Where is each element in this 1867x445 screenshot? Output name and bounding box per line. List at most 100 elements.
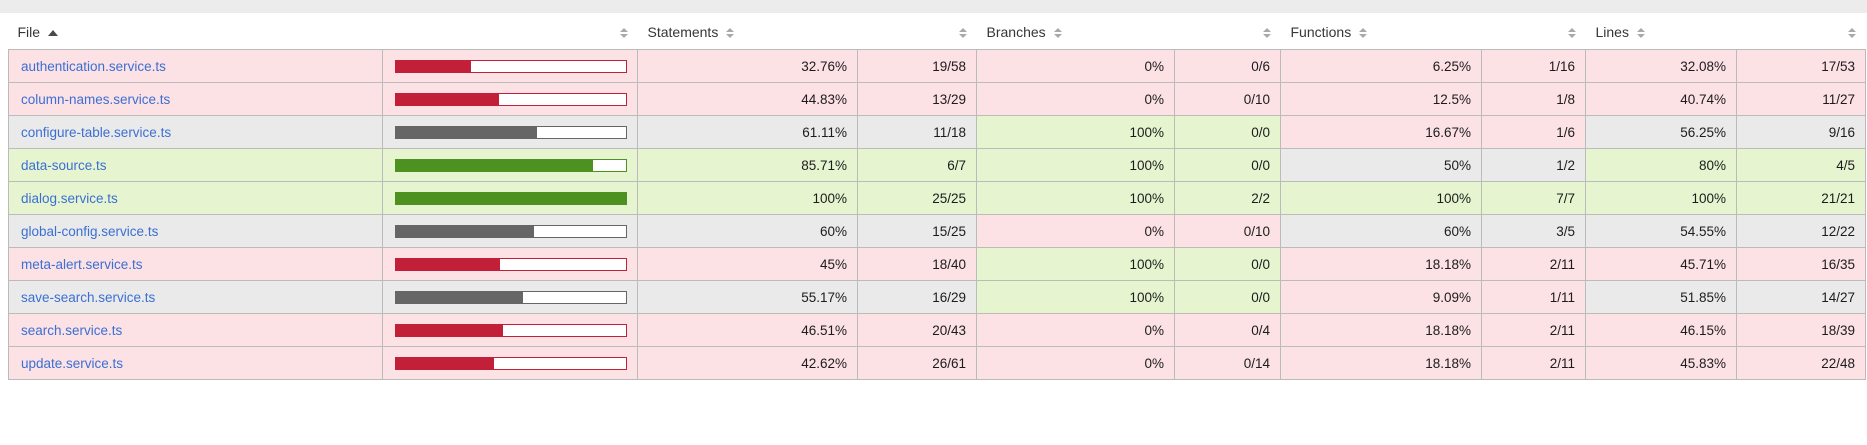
column-header-functions[interactable]: Functions — [1280, 15, 1482, 50]
table-row: authentication.service.ts 32.76% 19/58 0% 0/… — [8, 49, 1866, 83]
statements-ratio-cell: 25/25 — [857, 181, 977, 215]
file-cell: meta-alert.service.ts — [8, 247, 383, 281]
lines-ratio-cell: 4/5 — [1736, 148, 1866, 182]
statements-ratio-cell: 6/7 — [857, 148, 977, 182]
coverage-bar-cell — [382, 313, 638, 347]
lines-ratio-cell: 22/48 — [1736, 346, 1866, 380]
functions-pct-cell: 12.5% — [1280, 82, 1482, 116]
column-header-bar-sorter[interactable] — [382, 15, 638, 50]
sort-toggle-icon[interactable] — [1262, 28, 1271, 39]
file-cell: authentication.service.ts — [8, 49, 383, 83]
file-link[interactable]: update.service.ts — [21, 355, 124, 371]
table-row: meta-alert.service.ts 45% 18/40 100% 0/0 18.1… — [8, 247, 1866, 281]
column-header-file-label: File — [17, 24, 41, 40]
coverage-bar-empty — [499, 258, 626, 270]
coverage-bar — [395, 158, 627, 172]
branches-ratio-cell: 0/4 — [1174, 313, 1281, 347]
lines-ratio-cell: 9/16 — [1736, 115, 1866, 149]
lines-ratio-cell: 16/35 — [1736, 247, 1866, 281]
column-header-functions-raw-sorter[interactable] — [1481, 15, 1586, 50]
file-link[interactable]: column-names.service.ts — [21, 91, 171, 107]
file-link[interactable]: dialog.service.ts — [21, 190, 118, 206]
coverage-bar-empty — [534, 225, 626, 237]
functions-pct-cell: 50% — [1280, 148, 1482, 182]
branches-ratio-cell: 2/2 — [1174, 181, 1281, 215]
column-header-lines[interactable]: Lines — [1585, 15, 1737, 50]
functions-pct-cell: 60% — [1280, 214, 1482, 248]
file-link[interactable]: global-config.service.ts — [21, 223, 159, 239]
sort-toggle-icon[interactable] — [1567, 28, 1576, 39]
lines-pct-cell: 54.55% — [1585, 214, 1737, 248]
file-link[interactable]: meta-alert.service.ts — [21, 256, 143, 272]
sort-toggle-icon[interactable] — [1359, 28, 1368, 39]
coverage-bar — [395, 59, 627, 73]
statements-pct-cell: 44.83% — [637, 82, 858, 116]
coverage-bar-fill — [396, 258, 500, 270]
lines-pct-cell: 45.83% — [1585, 346, 1737, 380]
file-link[interactable]: search.service.ts — [21, 322, 123, 338]
coverage-bar — [395, 92, 627, 106]
functions-pct-cell: 6.25% — [1280, 49, 1482, 83]
statements-pct-cell: 45% — [637, 247, 858, 281]
coverage-bar-cell — [382, 280, 638, 314]
coverage-bar-empty — [522, 291, 626, 303]
functions-ratio-cell: 2/11 — [1481, 346, 1586, 380]
functions-pct-cell: 9.09% — [1280, 280, 1482, 314]
sort-toggle-icon[interactable] — [1053, 28, 1062, 39]
coverage-bar-empty — [494, 357, 626, 369]
coverage-summary-table: File Statements Branches Functions — [8, 15, 1866, 380]
coverage-bar-fill — [396, 60, 472, 72]
lines-pct-cell: 80% — [1585, 148, 1737, 182]
lines-pct-cell: 100% — [1585, 181, 1737, 215]
coverage-bar-fill — [396, 357, 495, 369]
functions-ratio-cell: 2/11 — [1481, 247, 1586, 281]
branches-ratio-cell: 0/0 — [1174, 148, 1281, 182]
column-header-branches-raw-sorter[interactable] — [1174, 15, 1281, 50]
column-header-branches[interactable]: Branches — [976, 15, 1175, 50]
sort-toggle-icon[interactable] — [1636, 28, 1645, 39]
statements-ratio-cell: 15/25 — [857, 214, 977, 248]
coverage-bar-cell — [382, 346, 638, 380]
column-header-statements-raw-sorter[interactable] — [857, 15, 977, 50]
sort-toggle-icon[interactable] — [726, 28, 735, 39]
branches-ratio-cell: 0/14 — [1174, 346, 1281, 380]
file-cell: update.service.ts — [8, 346, 383, 380]
sort-toggle-icon[interactable] — [958, 28, 967, 39]
file-link[interactable]: authentication.service.ts — [21, 58, 166, 74]
statements-pct-cell: 100% — [637, 181, 858, 215]
column-header-statements[interactable]: Statements — [637, 15, 858, 50]
file-link[interactable]: data-source.ts — [21, 157, 107, 173]
coverage-bar-cell — [382, 247, 638, 281]
functions-pct-cell: 18.18% — [1280, 247, 1482, 281]
coverage-bar-empty — [499, 93, 626, 105]
coverage-bar — [395, 290, 627, 304]
column-header-lines-raw-sorter[interactable] — [1736, 15, 1866, 50]
column-header-lines-label: Lines — [1595, 24, 1629, 40]
file-link[interactable]: save-search.service.ts — [21, 289, 156, 305]
column-header-statements-label: Statements — [647, 24, 719, 40]
file-cell: configure-table.service.ts — [8, 115, 383, 149]
statements-pct-cell: 55.17% — [637, 280, 858, 314]
branches-pct-cell: 0% — [976, 49, 1175, 83]
file-link[interactable]: configure-table.service.ts — [21, 124, 172, 140]
coverage-bar-fill — [396, 126, 537, 138]
branches-pct-cell: 0% — [976, 313, 1175, 347]
functions-pct-cell: 18.18% — [1280, 346, 1482, 380]
statements-ratio-cell: 20/43 — [857, 313, 977, 347]
statements-ratio-cell: 13/29 — [857, 82, 977, 116]
column-header-file[interactable]: File — [8, 15, 383, 50]
table-row: save-search.service.ts 55.17% 16/29 100% 0/0… — [8, 280, 1866, 314]
statements-pct-cell: 42.62% — [637, 346, 858, 380]
coverage-bar-fill — [396, 93, 500, 105]
statements-ratio-cell: 19/58 — [857, 49, 977, 83]
statements-ratio-cell: 26/61 — [857, 346, 977, 380]
branches-pct-cell: 100% — [976, 247, 1175, 281]
coverage-bar — [395, 224, 627, 238]
sort-toggle-icon[interactable] — [1847, 28, 1856, 39]
branches-ratio-cell: 0/10 — [1174, 214, 1281, 248]
lines-ratio-cell: 14/27 — [1736, 280, 1866, 314]
lines-ratio-cell: 21/21 — [1736, 181, 1866, 215]
table-row: configure-table.service.ts 61.11% 11/18 100… — [8, 115, 1866, 149]
sort-toggle-icon[interactable] — [619, 28, 628, 39]
branches-ratio-cell: 0/0 — [1174, 247, 1281, 281]
